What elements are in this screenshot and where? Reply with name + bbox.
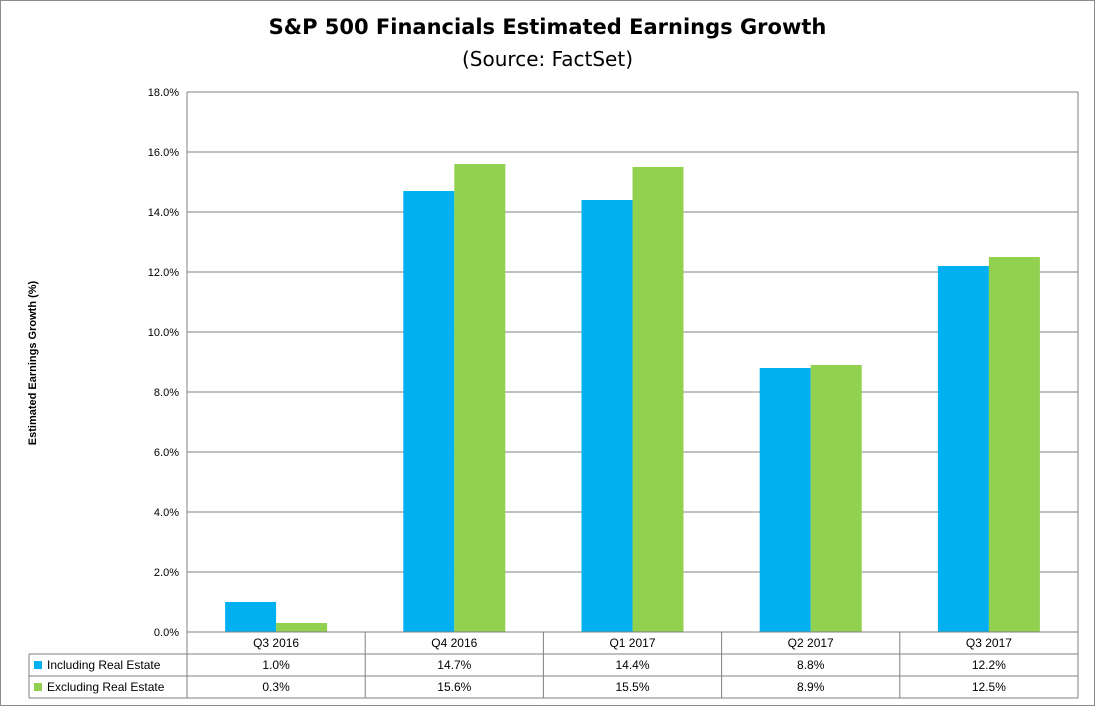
data-label: 0.3% [262,680,290,694]
data-label: 12.2% [972,658,1006,672]
y-tick-label: 16.0% [148,147,179,159]
y-tick-label: 8.0% [154,387,179,399]
bar [632,167,684,632]
data-label: 1.0% [262,658,290,672]
bar [276,623,328,632]
bar [403,191,455,632]
y-tick-label: 6.0% [154,447,179,459]
x-tick-label: Q4 2016 [431,636,477,650]
y-tick-label: 12.0% [148,267,179,279]
bar [759,368,811,632]
x-tick-label: Q3 2016 [253,636,299,650]
bar [988,257,1040,632]
x-tick-label: Q2 2017 [788,636,834,650]
y-tick-label: 18.0% [148,87,179,99]
data-label: 15.6% [437,680,471,694]
legend-swatch [34,661,42,669]
data-label: 12.5% [972,680,1006,694]
data-label: 8.8% [797,658,825,672]
data-label: 15.5% [615,680,649,694]
legend-swatch [34,683,42,691]
y-tick-label: 14.0% [148,207,179,219]
bar [454,164,506,632]
legend-label: Excluding Real Estate [47,680,165,694]
bar [225,602,277,632]
y-tick-label: 2.0% [154,567,179,579]
x-tick-label: Q1 2017 [609,636,655,650]
x-tick-label: Q3 2017 [966,636,1012,650]
y-tick-label: 10.0% [148,327,179,339]
y-tick-label: 0.0% [154,627,179,639]
data-label: 14.4% [615,658,649,672]
chart-title: S&P 500 Financials Estimated Earnings Gr… [268,15,827,39]
bar [810,365,862,632]
data-label: 8.9% [797,680,825,694]
bar [581,200,633,632]
y-tick-label: 4.0% [154,507,179,519]
bar [937,266,989,632]
legend-label: Including Real Estate [47,658,161,672]
data-label: 14.7% [437,658,471,672]
chart-subtitle: (Source: FactSet) [462,47,633,71]
